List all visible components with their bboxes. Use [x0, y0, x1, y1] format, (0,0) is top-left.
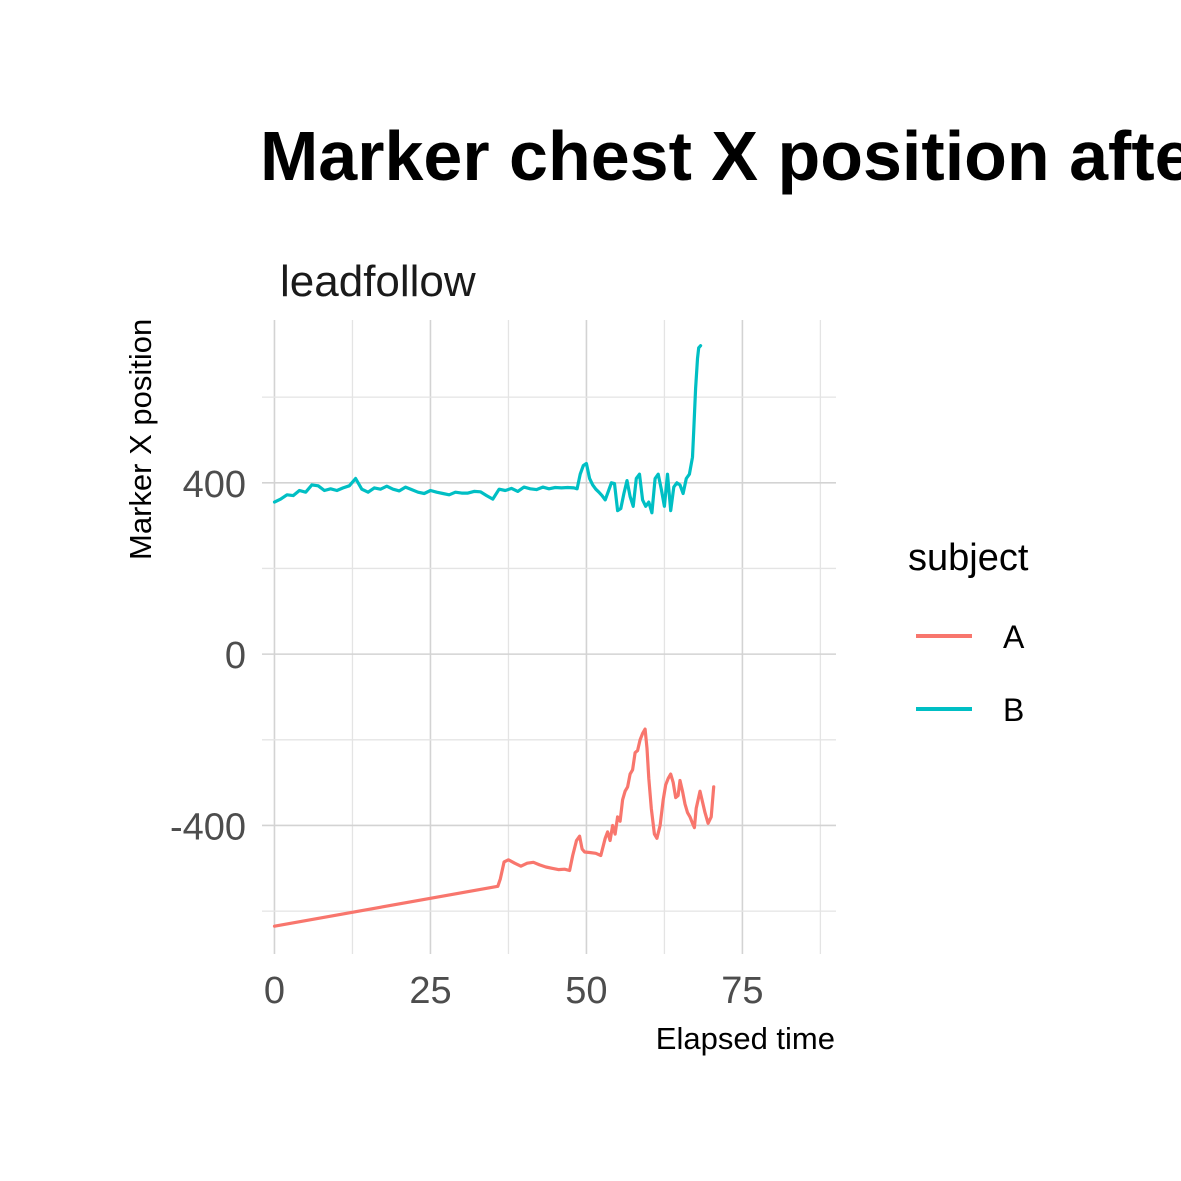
x-tick-label: 75 — [721, 970, 763, 1012]
x-tick-label: 50 — [565, 970, 607, 1012]
x-axis-ticks: 0 25 50 75 — [264, 970, 764, 1012]
facet-label: leadfollow — [280, 257, 476, 306]
x-axis-title: Elapsed time — [656, 1021, 835, 1056]
series-line-b — [272, 344, 703, 515]
chart-title: Marker chest X position after ga — [260, 117, 1181, 195]
legend: subject A B — [908, 537, 1029, 728]
series-line-a — [272, 727, 716, 928]
y-axis-ticks: -400 0 400 — [170, 464, 246, 849]
legend-label-b: B — [1003, 692, 1024, 728]
y-tick-label: 0 — [225, 635, 246, 677]
legend-title: subject — [908, 537, 1029, 579]
y-axis-title: Marker X position — [123, 319, 158, 560]
series-layer — [272, 344, 716, 928]
legend-label-a: A — [1003, 619, 1025, 655]
x-tick-label: 0 — [264, 970, 285, 1012]
x-tick-label: 25 — [409, 970, 451, 1012]
y-tick-label: 400 — [183, 464, 246, 506]
y-tick-label: -400 — [170, 806, 246, 848]
grid — [262, 320, 836, 954]
